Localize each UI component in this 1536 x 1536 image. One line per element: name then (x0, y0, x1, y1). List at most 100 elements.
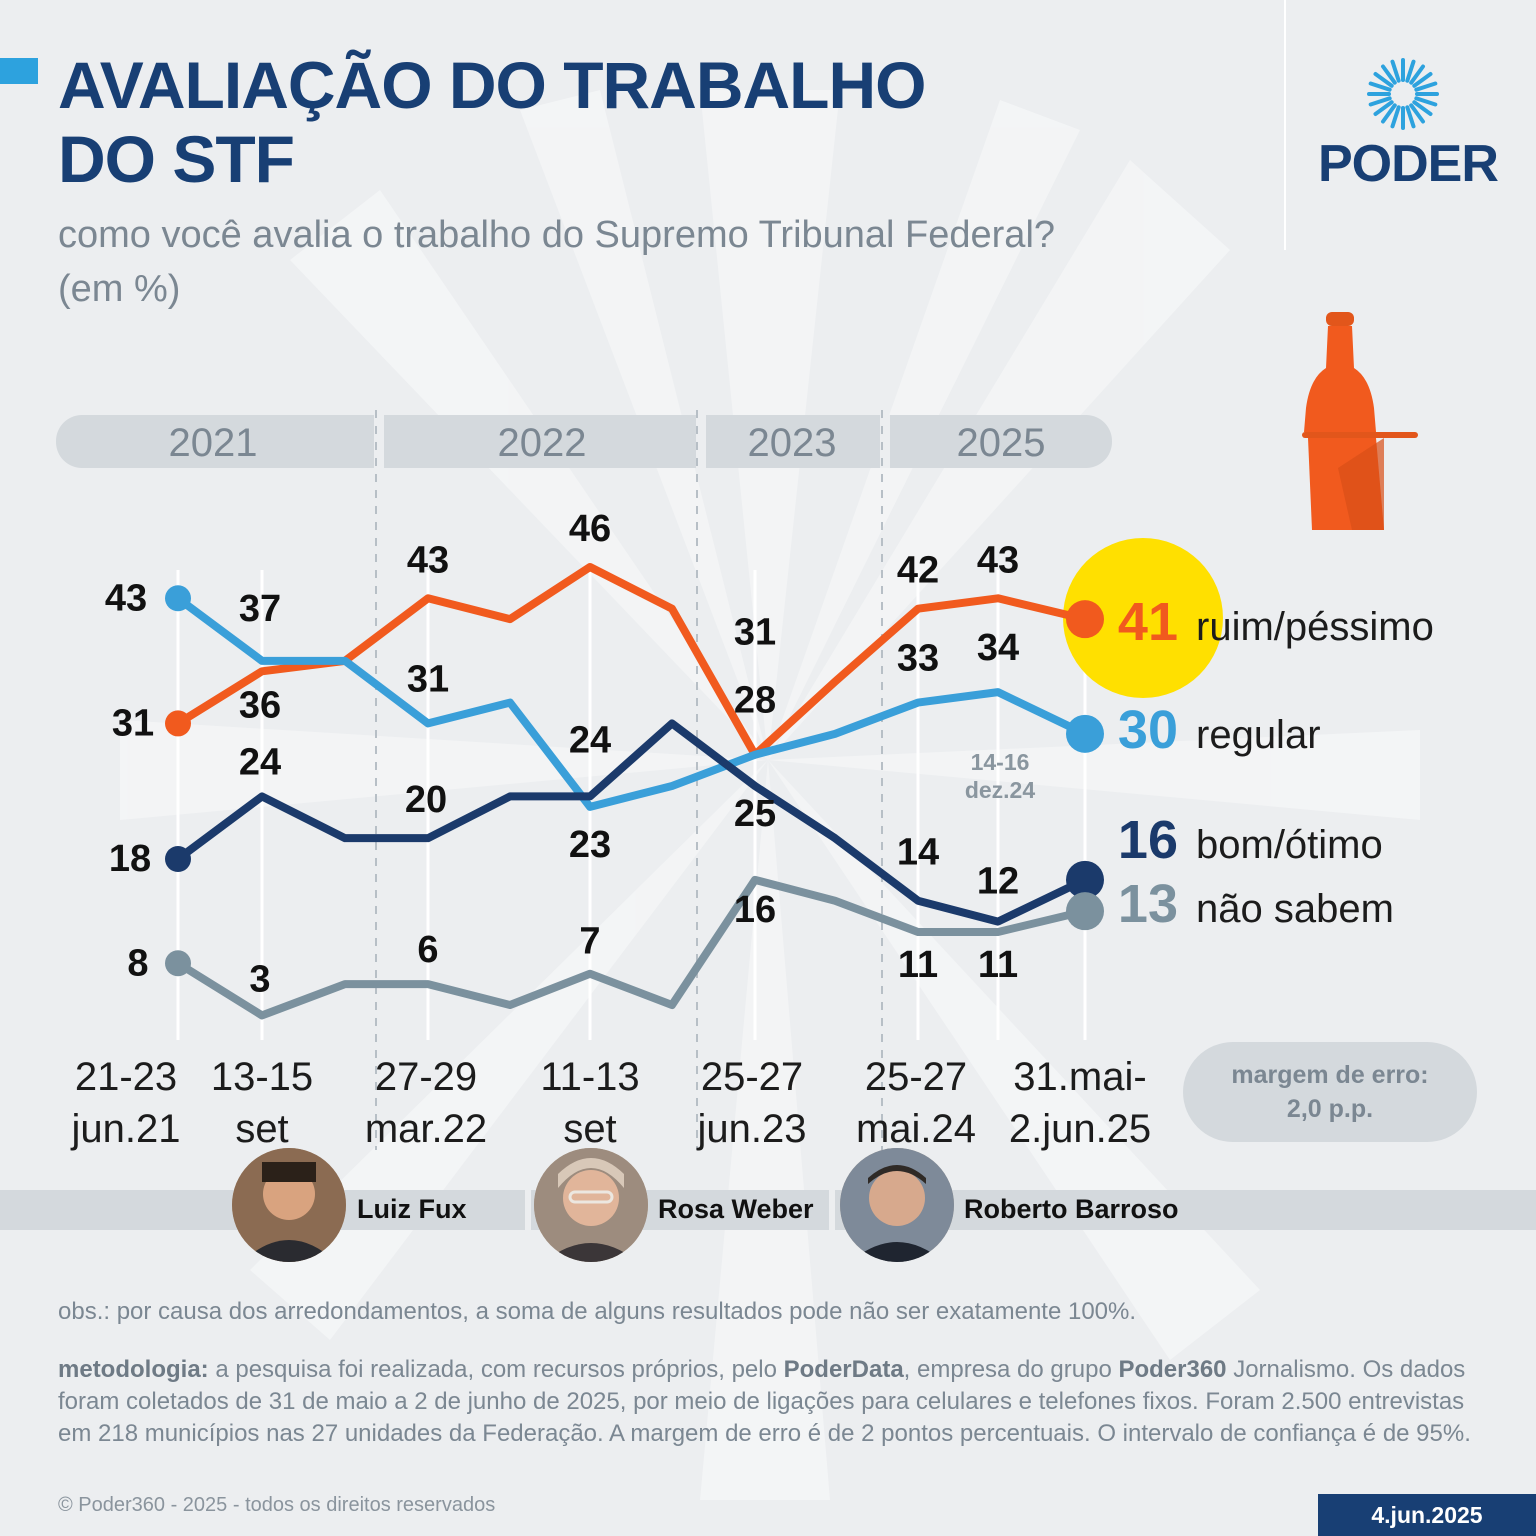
data-label: 31 (112, 702, 154, 744)
final-value: 16 (1118, 810, 1178, 870)
sun-ray (1405, 105, 1416, 129)
series-start-point-2 (165, 846, 191, 872)
x-tick-label: 27-29 (375, 1055, 477, 1099)
margin-of-error-badge: margem de erro: 2,0 p.p. (1183, 1042, 1477, 1142)
x-tick-label: 25-27 (701, 1055, 803, 1099)
margin-label: margem de erro: (1231, 1061, 1429, 1089)
methodology-text-1: a pesquisa foi realizada, com recursos p… (208, 1356, 784, 1383)
poder-sun-logo-icon (1367, 58, 1439, 130)
methodology-note: metodologia: a pesquisa foi realizada, c… (58, 1354, 1478, 1450)
series-name-label: bom/ótimo (1196, 823, 1383, 867)
x-tick-label: jun.21 (71, 1107, 181, 1151)
avatar-luiz-fux (232, 1148, 346, 1262)
sun-ray (1381, 64, 1397, 85)
annotation-line: 14-16 (971, 749, 1030, 775)
series-lines (165, 563, 1104, 1020)
data-label: 36 (239, 684, 281, 726)
data-label: 43 (407, 539, 449, 581)
header-divider (1284, 0, 1286, 250)
data-label: 34 (977, 627, 1019, 669)
subtitle-line-1: como você avalia o trabalho do Supremo T… (58, 214, 1056, 256)
margin-value: 2,0 p.p. (1286, 1095, 1374, 1123)
data-label: 31 (407, 658, 449, 700)
portrait-icon (232, 1148, 346, 1262)
x-tick-label: 21-23 (75, 1055, 177, 1099)
page-title: AVALIAÇÃO DO TRABALHO DO STF (58, 48, 926, 196)
title-line-1: AVALIAÇÃO DO TRABALHO (58, 48, 926, 122)
year-band-bar (56, 415, 1112, 468)
annotation-line: dez.24 (965, 777, 1036, 803)
x-tick-label: 11-13 (540, 1055, 639, 1099)
justice-name-weber: Rosa Weber (658, 1194, 814, 1224)
methodology-poder360: Poder360 (1118, 1356, 1227, 1383)
series-line-3 (174, 875, 1089, 1020)
sun-ray (1368, 96, 1392, 107)
subtitle: como você avalia o trabalho do Supremo T… (58, 208, 1055, 316)
notes: obs.: por causa dos arredondamentos, a s… (58, 1296, 1478, 1450)
year-band-gap (374, 415, 384, 468)
justice-name-fux: Luiz Fux (357, 1194, 467, 1224)
series-start-point-1 (165, 585, 191, 612)
sun-ray (1381, 103, 1397, 124)
sun-ray (1405, 59, 1416, 83)
data-label: 11 (978, 944, 1018, 986)
methodology-label: metodologia: (58, 1356, 209, 1383)
sun-ray (1368, 81, 1392, 92)
data-label: 18 (109, 838, 151, 880)
data-label: 24 (239, 741, 281, 783)
year-label-2021: 2021 (169, 421, 258, 465)
final-value: 41 (1118, 592, 1178, 652)
data-label: 16 (734, 889, 776, 931)
year-bands: 2021 2022 2023 2025 (56, 415, 1112, 468)
data-label: 7 (579, 921, 600, 963)
sun-ray (1373, 100, 1394, 116)
justice-statue-icon (1302, 312, 1418, 530)
final-value: 30 (1118, 700, 1178, 760)
publication-date: 4.jun.2025 (1318, 1494, 1536, 1536)
methodology-poderdata: PoderData (783, 1356, 904, 1383)
methodology-text-2: , empresa do grupo (903, 1356, 1119, 1383)
series-line-2 (174, 719, 1089, 926)
accent-bar (0, 58, 38, 84)
data-label: 14 (897, 832, 939, 874)
year-band-gap (696, 415, 706, 468)
x-tick-label: 31.mai- (1013, 1055, 1146, 1099)
data-label: 24 (569, 719, 611, 761)
sun-ray (1412, 100, 1433, 116)
data-label: 3 (249, 958, 270, 1000)
data-label: 46 (569, 508, 611, 550)
x-tick-label: jun.23 (697, 1107, 807, 1151)
year-label-2025: 2025 (957, 421, 1046, 465)
highlight-circle (1063, 538, 1223, 698)
series-line-1 (174, 594, 1089, 811)
data-label: 20 (405, 779, 447, 821)
subtitle-line-2: (em %) (58, 268, 181, 310)
sun-ray (1409, 103, 1425, 124)
sun-ray (1390, 59, 1401, 83)
data-label: 23 (569, 824, 611, 866)
series-start-point-3 (165, 950, 191, 977)
x-tick-label: mar.22 (365, 1107, 487, 1151)
year-label-2023: 2023 (748, 421, 837, 465)
data-label: 8 (127, 942, 148, 984)
portrait-icon (840, 1148, 954, 1262)
x-tick-label: mai.24 (856, 1107, 976, 1151)
sun-ray (1390, 105, 1401, 129)
x-tick-label: 25-27 (865, 1055, 967, 1099)
data-label: 6 (417, 929, 438, 971)
methodology-text-3: Jornalismo. Os dados foram coletados de … (58, 1356, 1471, 1447)
data-label: 31 (734, 612, 776, 654)
data-label: 43 (105, 577, 147, 619)
x-annotation-dez24: 14-16 dez.24 (965, 749, 1036, 803)
series-end-point-0 (1066, 600, 1104, 639)
series-name-label: regular (1196, 713, 1321, 757)
sun-ray (1414, 81, 1438, 92)
series-name-label: não sabem (1196, 887, 1394, 931)
poder-logo-text: PODER (1318, 135, 1499, 193)
avatar-rosa-weber (534, 1148, 648, 1262)
observation-note: obs.: por causa dos arredondamentos, a s… (58, 1298, 1137, 1325)
sun-ray (1414, 96, 1438, 107)
year-band-gap (880, 415, 890, 468)
